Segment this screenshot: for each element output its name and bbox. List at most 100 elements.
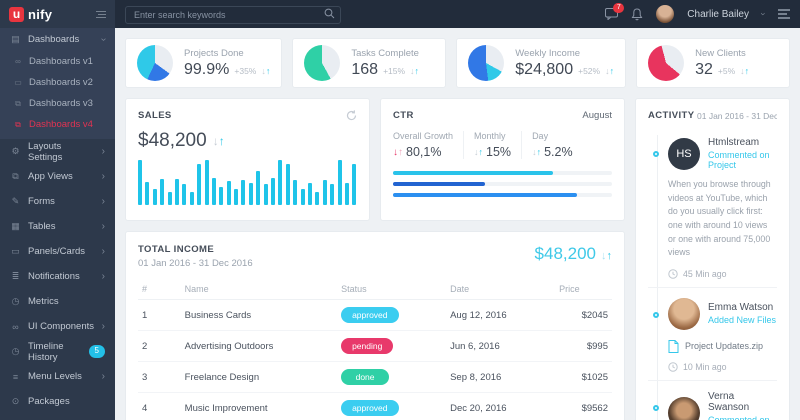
refresh-icon[interactable] bbox=[346, 110, 357, 121]
income-date-range[interactable]: 01 Jan 2016 - 31 Dec 2016 bbox=[138, 258, 253, 269]
file-icon bbox=[668, 339, 679, 353]
ctr-panel: CTR August Overall Growth ↓↑ 80,1% bbox=[380, 98, 625, 221]
stat-value: 99.9% bbox=[184, 60, 230, 78]
sidebar-item-label: Metrics bbox=[28, 296, 59, 307]
attachment-file-name[interactable]: Project Updates.zip bbox=[685, 341, 764, 352]
stat-value: 32 bbox=[695, 60, 713, 78]
monitor-icon: ▭ bbox=[11, 246, 20, 256]
arrow-up-icon: ↑ bbox=[265, 65, 271, 76]
count-badge: 5 bbox=[88, 345, 105, 358]
sidebar-item-tables[interactable]: ▦ Tables › bbox=[0, 214, 115, 239]
cell-name: Freelance Design bbox=[180, 361, 338, 393]
logo-text: nify bbox=[28, 6, 53, 22]
sales-bar bbox=[138, 160, 142, 205]
infinity-icon: ∞ bbox=[12, 321, 19, 332]
cell-name: Music Improvement bbox=[180, 392, 338, 420]
sidebar-item-packages[interactable]: ⊙ Packages bbox=[0, 389, 115, 414]
notifications-bell-icon[interactable] bbox=[631, 7, 643, 21]
avatar[interactable]: HS bbox=[668, 137, 700, 170]
sales-bar bbox=[278, 160, 283, 205]
avatar[interactable] bbox=[668, 297, 700, 330]
messages-count-badge: 7 bbox=[613, 3, 625, 14]
cell-num: 1 bbox=[138, 299, 181, 331]
metric-value: 15% bbox=[486, 145, 512, 159]
sales-bar bbox=[330, 184, 335, 205]
arrow-down-icon: ↓ bbox=[212, 134, 219, 148]
grid-icon: ▦ bbox=[11, 221, 20, 231]
dashboards-icon: ▤ bbox=[11, 34, 20, 44]
sidebar-item-timeline-history[interactable]: ◷ Timeline History 5 bbox=[0, 339, 115, 364]
sidebar-item-menu-levels[interactable]: ≡ Menu Levels › bbox=[0, 364, 115, 389]
cell-price: $2045 bbox=[555, 299, 612, 331]
activity-action-link[interactable]: Added New Files bbox=[708, 315, 777, 326]
sales-panel: SALES $48,200 ↓↑ bbox=[125, 98, 370, 221]
sidebar-item-label: Dashboards v2 bbox=[29, 77, 93, 88]
window-icon: ⧉ bbox=[15, 119, 21, 129]
sidebar-collapse-icon[interactable] bbox=[96, 10, 106, 18]
sidebar-item-ui-components[interactable]: ∞ UI Components › bbox=[0, 314, 115, 339]
sidebar-item-dashboards[interactable]: ▤ Dashboards › bbox=[0, 28, 115, 51]
activity-item: Verna Swanson Commented on Project The c… bbox=[648, 379, 777, 420]
progress-fill bbox=[393, 193, 577, 197]
progress-fill bbox=[393, 171, 553, 175]
cell-price: $9562 bbox=[555, 392, 612, 420]
sidebar-item-layouts-settings[interactable]: ⚙ Layouts Settings › bbox=[0, 139, 115, 164]
cell-num: 3 bbox=[138, 361, 181, 393]
sidebar-item-dashboards-v1[interactable]: ∞ Dashboards v1 bbox=[0, 51, 115, 72]
arrow-up-icon: ↑ bbox=[414, 65, 420, 76]
arrow-up-icon: ↑ bbox=[398, 146, 403, 158]
logo-mark: u bbox=[9, 6, 24, 22]
sidebar-item-label: Dashboards v4 bbox=[29, 119, 93, 130]
sidebar-item-label: Layouts Settings bbox=[28, 140, 63, 163]
ctr-metric-monthly: Monthly ↓↑ 15% bbox=[463, 131, 521, 159]
cell-price: $995 bbox=[555, 330, 612, 362]
search-input[interactable] bbox=[125, 5, 341, 24]
stat-delta: +52% bbox=[578, 65, 601, 76]
sidebar-item-dashboards-v2[interactable]: ▭ Dashboards v2 bbox=[0, 72, 115, 93]
activity-title: ACTIVITY bbox=[648, 110, 695, 121]
stat-label: Tasks Complete bbox=[351, 47, 419, 59]
sidebar-item-dashboards-v3[interactable]: ⧉ Dashboards v3 bbox=[0, 93, 115, 114]
activity-user-name[interactable]: Emma Watson bbox=[708, 302, 774, 314]
activity-action-link[interactable]: Commented on Project bbox=[708, 414, 770, 420]
user-menu-chevron-icon[interactable]: › bbox=[758, 12, 769, 16]
avatar[interactable] bbox=[668, 396, 700, 420]
sidebar-item-metrics[interactable]: ◷ Metrics bbox=[0, 289, 115, 314]
col-header-num: # bbox=[138, 279, 181, 300]
stat-delta: +35% bbox=[234, 65, 257, 76]
sidebar-item-panels-cards[interactable]: ▭ Panels/Cards › bbox=[0, 239, 115, 264]
sidebar-item-dashboards-v4-active[interactable]: ⧉ Dashboards v4 bbox=[0, 114, 115, 135]
sidebar-item-label: Menu Levels bbox=[28, 371, 82, 382]
user-name[interactable]: Charlie Bailey bbox=[687, 8, 749, 20]
ctr-progress-bars bbox=[393, 171, 612, 197]
sales-bar bbox=[241, 179, 246, 205]
stat-card-new-clients: New Clients 32 +5% ↓↑ bbox=[636, 38, 790, 88]
sales-bar bbox=[337, 160, 342, 205]
sales-bar bbox=[145, 181, 150, 205]
sales-bar bbox=[300, 188, 305, 205]
settings-menu-icon[interactable] bbox=[778, 9, 790, 19]
pie-chart-clients bbox=[648, 45, 685, 81]
search-icon[interactable] bbox=[324, 8, 335, 19]
activity-user-name[interactable]: Htmlstream bbox=[708, 137, 760, 148]
activity-user-name[interactable]: Verna Swanson bbox=[708, 390, 750, 413]
status-badge: approved bbox=[341, 307, 399, 323]
logo[interactable]: u nify bbox=[0, 0, 115, 28]
activity-time: 45 Min ago bbox=[683, 268, 727, 279]
user-avatar[interactable] bbox=[656, 5, 675, 23]
sidebar-item-label: Panels/Cards bbox=[28, 246, 86, 257]
sidebar-item-forms[interactable]: ✎ Forms › bbox=[0, 189, 115, 214]
list-icon: ≣ bbox=[11, 271, 20, 281]
sidebar-item-app-views[interactable]: ⧉ App Views › bbox=[0, 164, 115, 189]
arrow-up-icon: ↑ bbox=[478, 146, 484, 157]
activity-action-link[interactable]: Commented on Project bbox=[708, 150, 770, 170]
sidebar-item-notifications[interactable]: ≣ Notifications › bbox=[0, 264, 115, 289]
activity-body-text: When you browse through videos at YouTub… bbox=[668, 179, 771, 258]
activity-date-range[interactable]: 01 Jan 2016 - 31 Dec 2016 bbox=[697, 110, 777, 121]
sidebar: u nify ▤ Dashboards › ∞ Dashboards v1 ▭ … bbox=[0, 0, 115, 420]
col-header-date: Date bbox=[446, 279, 556, 300]
sidebar-menu: ▤ Dashboards › ∞ Dashboards v1 ▭ Dashboa… bbox=[0, 28, 115, 414]
sales-bar bbox=[322, 179, 327, 205]
messages-icon[interactable]: 7 bbox=[605, 3, 625, 20]
activity-panel: ACTIVITY 01 Jan 2016 - 31 Dec 2016 HS Ht… bbox=[635, 98, 790, 420]
